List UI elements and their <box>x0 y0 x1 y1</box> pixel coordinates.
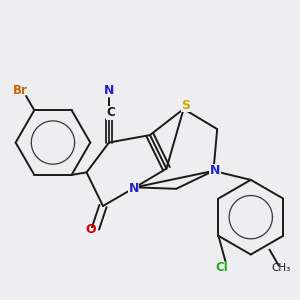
Text: Br: Br <box>13 83 28 97</box>
Text: N: N <box>104 84 114 97</box>
Text: C: C <box>107 106 116 119</box>
Text: S: S <box>181 99 190 112</box>
Text: CH₃: CH₃ <box>272 263 291 273</box>
Text: O: O <box>85 224 96 236</box>
Text: N: N <box>210 164 220 177</box>
Text: N: N <box>128 182 139 195</box>
Text: Cl: Cl <box>215 261 228 274</box>
